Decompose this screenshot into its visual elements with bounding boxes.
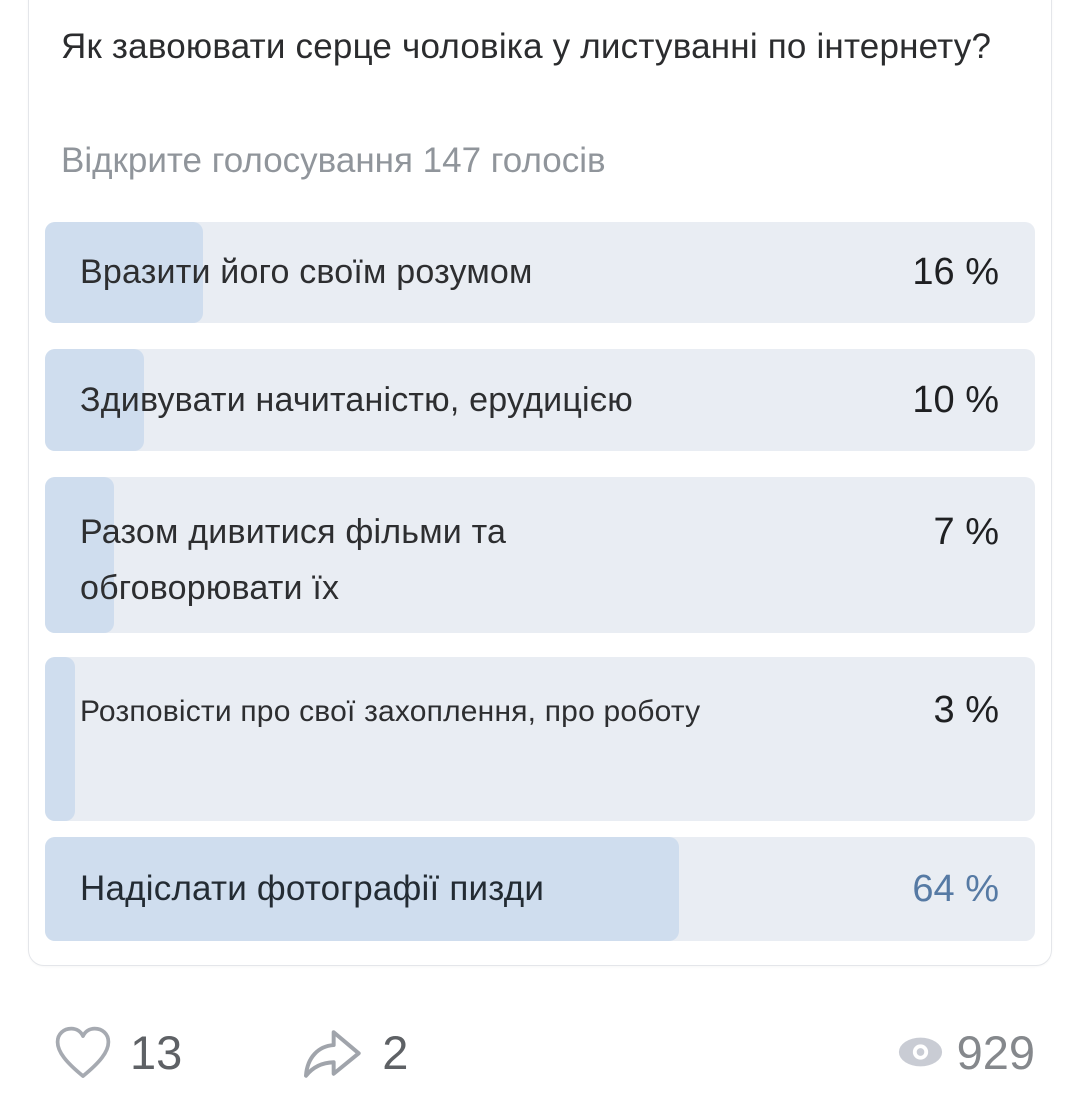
heart-icon	[52, 1024, 114, 1081]
poll-option-5[interactable]: Надіслати фотографії пизди 64 %	[45, 837, 1035, 941]
poll-meta: Відкрите голосування 147 голосів	[61, 141, 606, 180]
option-label-line2: обговорювати їх	[80, 569, 340, 607]
eye-icon	[898, 1036, 943, 1068]
poll-option-2[interactable]: Здивувати начитаністю, ерудицією 10 %	[45, 349, 1035, 451]
views-counter: 929	[898, 1025, 1035, 1080]
option-fill-bar	[45, 477, 115, 633]
like-button[interactable]: 13	[52, 1024, 182, 1081]
option-percent: 16 %	[912, 251, 999, 293]
share-count: 2	[382, 1025, 409, 1079]
poll-question: Як завоювати серце чоловіка у листуванні…	[61, 27, 992, 66]
poll-option-4[interactable]: Розповісти про свої захоплення, про робо…	[45, 657, 1035, 821]
share-button[interactable]: 2	[300, 1023, 408, 1081]
post-action-bar: 13 2 929	[0, 1006, 1080, 1098]
option-fill-bar	[45, 222, 204, 323]
like-count: 13	[130, 1025, 183, 1079]
option-label: Надіслати фотографії пизди	[80, 869, 545, 908]
option-percent: 64 %	[912, 867, 999, 910]
poll-option-1[interactable]: Вразити його своїм розумом 16 %	[45, 222, 1035, 323]
option-percent: 10 %	[912, 378, 999, 421]
option-fill-bar	[45, 349, 144, 451]
option-fill-bar	[45, 837, 679, 941]
share-arrow-icon	[300, 1023, 366, 1081]
views-count: 929	[956, 1025, 1035, 1079]
poll-options-list: Вразити його своїм розумом 16 % Здивуват…	[45, 222, 1035, 941]
option-label: Розповісти про свої захоплення, про робо…	[80, 695, 701, 728]
option-fill-bar	[45, 657, 75, 821]
option-label: Вразити його своїм розумом	[80, 253, 533, 291]
poll-option-3[interactable]: Разом дивитися фільми та обговорювати їх…	[45, 477, 1035, 633]
option-percent: 3 %	[933, 689, 999, 731]
option-label: Здивувати начитаністю, ерудицією	[80, 380, 633, 419]
option-percent: 7 %	[933, 511, 999, 553]
option-label-line1: Разом дивитися фільми та	[80, 513, 507, 551]
